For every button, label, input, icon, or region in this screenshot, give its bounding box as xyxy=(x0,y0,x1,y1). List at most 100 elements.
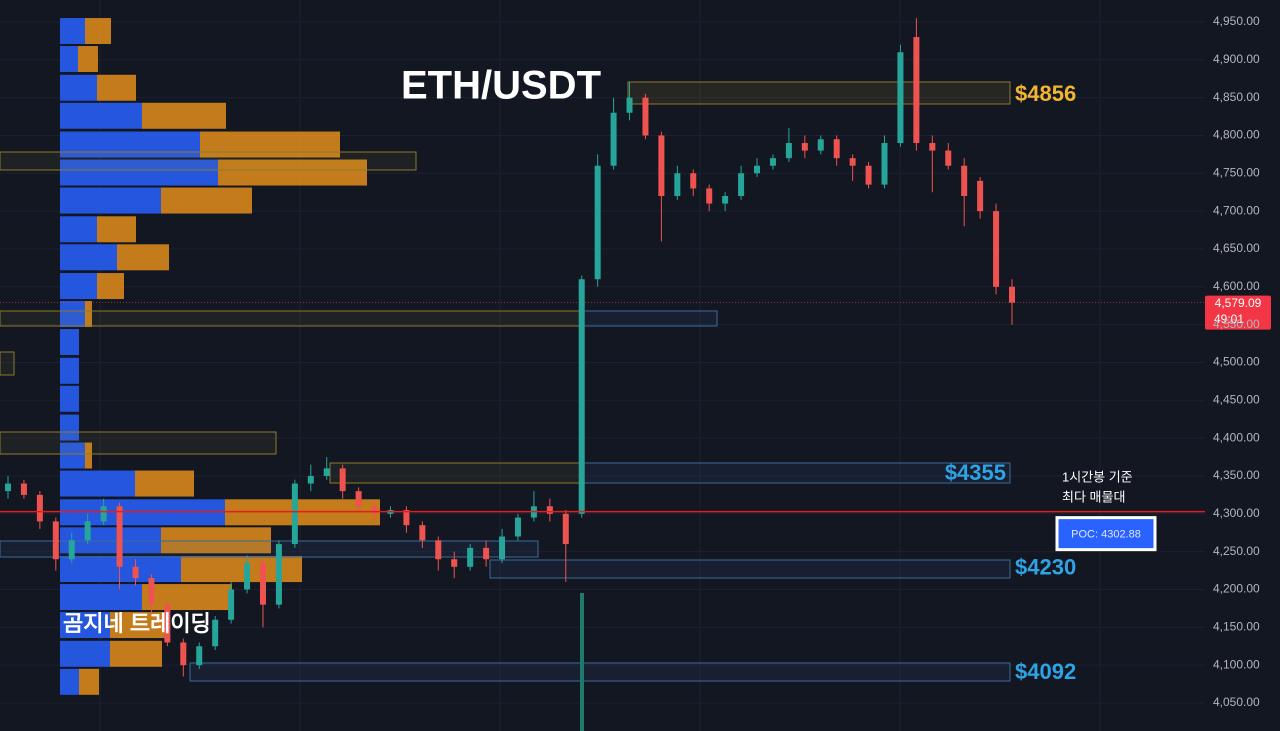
candle-body xyxy=(610,112,617,166)
candle-body xyxy=(164,604,171,643)
y-tick-label: 4,950.00 xyxy=(1213,14,1260,28)
y-tick-label: 4,650.00 xyxy=(1213,241,1260,255)
y-tick-label: 4,150.00 xyxy=(1213,620,1260,634)
y-tick-label: 4,550.00 xyxy=(1213,317,1260,331)
candle-body xyxy=(977,180,984,212)
profile-sell xyxy=(78,46,98,73)
candle-body xyxy=(499,536,506,560)
price-annotation: $4230 xyxy=(1015,555,1076,580)
last-price-label: 4,579.09 xyxy=(1215,296,1262,310)
y-tick-label: 4,600.00 xyxy=(1213,279,1260,293)
candle-body xyxy=(658,135,665,196)
candle-body xyxy=(1009,286,1015,303)
candle-body xyxy=(355,491,362,507)
profile-sell xyxy=(85,301,92,328)
profile-buy xyxy=(60,414,79,441)
profile-buy xyxy=(60,640,110,667)
candle-body xyxy=(706,188,713,204)
profile-sell xyxy=(85,18,111,45)
candle-body xyxy=(339,468,346,492)
candle-body xyxy=(546,506,553,514)
candle-body xyxy=(594,165,601,280)
zone xyxy=(579,310,718,327)
candle-body xyxy=(419,525,426,541)
zone xyxy=(489,559,1011,579)
profile-sell xyxy=(85,442,92,469)
profile-sell xyxy=(142,102,226,129)
candle-body xyxy=(212,619,219,647)
candle-body xyxy=(690,173,697,189)
profile-buy xyxy=(60,18,85,45)
zone xyxy=(0,540,539,558)
candle-body xyxy=(578,279,585,514)
candle-body xyxy=(674,173,681,196)
profile-buy xyxy=(60,131,200,158)
profile-buy xyxy=(60,668,79,695)
candle-body xyxy=(371,506,378,514)
y-tick-label: 4,750.00 xyxy=(1213,165,1260,179)
price-annotation: $4355 xyxy=(945,460,1006,485)
candle-body xyxy=(180,642,187,666)
candle-body xyxy=(626,97,633,113)
profile-buy xyxy=(60,187,161,214)
candle-body xyxy=(68,540,75,560)
candle-body xyxy=(132,566,139,579)
profile-sell xyxy=(79,668,99,695)
overlay: POC: 4302.88 4,579.09 49:01 $4856 $4355 $4230… xyxy=(0,81,1271,684)
candle-body xyxy=(961,165,968,196)
candle-body xyxy=(403,510,410,526)
countdown: 49:01 xyxy=(1214,312,1244,326)
candle-body xyxy=(467,547,474,567)
candle-body xyxy=(514,517,521,537)
candle-body xyxy=(833,139,840,159)
profile-sell xyxy=(97,216,136,243)
last-price-box xyxy=(1205,295,1271,330)
zones xyxy=(0,81,1011,731)
volume-spike xyxy=(580,593,584,731)
profile-buy xyxy=(60,612,110,639)
zone xyxy=(0,431,277,455)
y-tick-label: 4,400.00 xyxy=(1213,430,1260,444)
profile-buy xyxy=(60,329,79,356)
profile-sell xyxy=(161,527,271,554)
y-tick-label: 4,350.00 xyxy=(1213,468,1260,482)
y-tick-label: 4,250.00 xyxy=(1213,544,1260,558)
candle-body xyxy=(116,506,123,567)
profile-buy xyxy=(60,357,79,384)
profile-buy xyxy=(60,244,117,271)
y-tick-label: 4,100.00 xyxy=(1213,657,1260,671)
candle-body xyxy=(801,143,808,151)
candle-body xyxy=(738,173,745,196)
candle-body xyxy=(323,468,330,476)
candle-body xyxy=(244,563,251,590)
zone xyxy=(0,310,581,327)
candle-body xyxy=(642,97,649,136)
candle-body xyxy=(435,540,442,560)
candle-body xyxy=(307,475,314,484)
candle-body xyxy=(196,646,203,666)
candle-body xyxy=(849,158,856,166)
poc-box xyxy=(1055,516,1157,552)
candle-body xyxy=(52,521,59,560)
profile-sell xyxy=(135,470,194,497)
candle-body xyxy=(897,52,904,144)
candle-body xyxy=(785,143,792,159)
zone xyxy=(627,81,1011,105)
watermark: 곰지네 트레이딩 xyxy=(63,611,211,636)
candle-body xyxy=(36,494,43,522)
poc-note: 1시간봉 기준 xyxy=(1062,469,1133,484)
profile-buy xyxy=(60,216,97,243)
candle-body xyxy=(451,559,458,567)
candle-body xyxy=(275,544,282,605)
candle-body xyxy=(722,195,729,204)
candle-body xyxy=(865,165,872,185)
y-tick-label: 4,200.00 xyxy=(1213,582,1260,596)
profile-sell xyxy=(97,273,124,300)
candle-body xyxy=(881,143,888,185)
y-tick-label: 4,850.00 xyxy=(1213,90,1260,104)
profile-buy xyxy=(60,527,161,554)
profile-buy xyxy=(60,470,135,497)
candle-body xyxy=(5,483,11,492)
